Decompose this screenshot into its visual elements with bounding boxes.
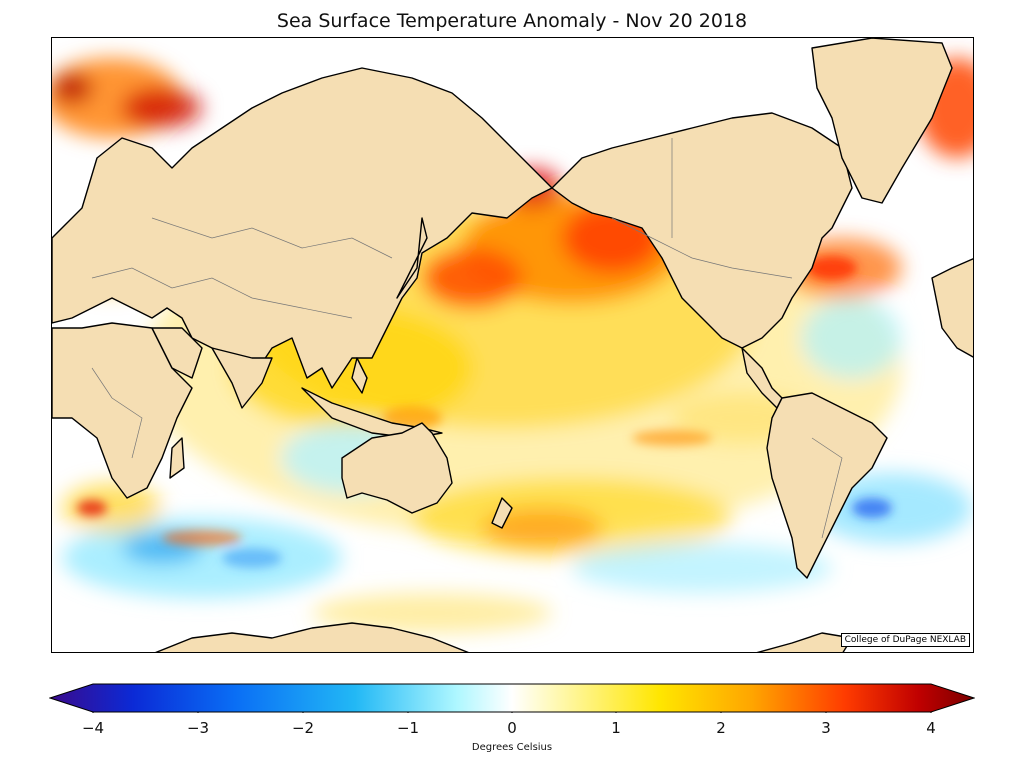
australia-landmass xyxy=(341,422,453,514)
madagascar-landmass xyxy=(169,437,185,479)
antarctica-east-landmass xyxy=(756,632,853,652)
africa-landmass xyxy=(52,322,193,499)
europe-west-landmass xyxy=(931,258,973,358)
colorbar-body xyxy=(48,683,976,713)
indonesia-landmass xyxy=(301,387,443,439)
map-title: Sea Surface Temperature Anomaly - Nov 20… xyxy=(276,10,748,32)
antarctica-landmass xyxy=(155,622,469,652)
philippines-landmass xyxy=(351,357,368,394)
land-masses xyxy=(52,38,973,652)
india-landmass xyxy=(211,347,273,409)
country-borders xyxy=(91,138,843,539)
colorbar-tick-label: −2 xyxy=(291,719,315,737)
colorbar-tick-label: 2 xyxy=(716,719,726,737)
colorbar-tick-label: −4 xyxy=(81,719,105,737)
colorbar-tick-label: 0 xyxy=(507,719,517,737)
north-america-landmass xyxy=(551,112,853,349)
arabia-landmass xyxy=(151,327,203,379)
japan-landmass xyxy=(396,217,428,299)
colorbar-tick-label: −3 xyxy=(186,719,210,737)
colorbar-tick-label: −1 xyxy=(396,719,420,737)
colorbar xyxy=(48,683,976,716)
map-canvas xyxy=(52,38,973,652)
colorbar-tick-label: 4 xyxy=(926,719,936,737)
colorbar-tick-label: 1 xyxy=(611,719,621,737)
colorbar-label: Degrees Celsius xyxy=(471,742,553,753)
colorbar-tick-label: 3 xyxy=(821,719,831,737)
credit-label: College of DuPage NEXLAB xyxy=(840,633,970,647)
sst-anomaly-map: College of DuPage NEXLAB xyxy=(51,37,974,653)
greenland-landmass xyxy=(811,38,953,204)
south-america-landmass xyxy=(766,392,888,579)
eurasia-landmass xyxy=(52,67,553,389)
new-zealand-landmass xyxy=(491,497,513,529)
